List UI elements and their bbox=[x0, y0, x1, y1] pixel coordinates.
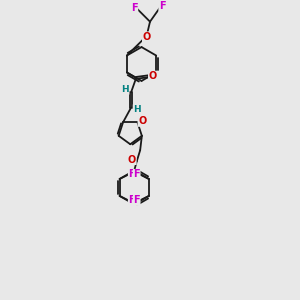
Text: F: F bbox=[134, 169, 140, 179]
Text: H: H bbox=[133, 105, 141, 114]
Text: O: O bbox=[142, 32, 151, 42]
Text: H: H bbox=[122, 85, 129, 94]
Text: F: F bbox=[128, 169, 135, 179]
Text: F: F bbox=[131, 3, 138, 13]
Text: O: O bbox=[148, 71, 157, 81]
Text: O: O bbox=[128, 154, 136, 164]
Text: F: F bbox=[134, 196, 140, 206]
Text: O: O bbox=[138, 116, 146, 126]
Text: F: F bbox=[128, 196, 135, 206]
Text: F: F bbox=[159, 2, 166, 11]
